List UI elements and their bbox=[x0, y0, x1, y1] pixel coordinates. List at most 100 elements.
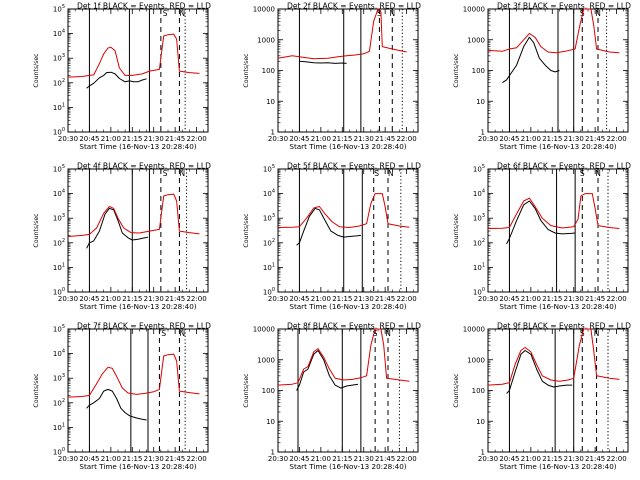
x-tick-label: 22:00 bbox=[396, 455, 416, 463]
lld-series-line bbox=[67, 193, 200, 237]
x-tick-label: 20:45 bbox=[79, 295, 99, 303]
events-series-line bbox=[86, 388, 147, 421]
x-tick-label: 22:00 bbox=[396, 135, 416, 143]
y-tick-label: 102 bbox=[473, 238, 485, 248]
saa-marker-label: N bbox=[595, 9, 601, 18]
y-axis-label: Counts/sec bbox=[33, 53, 40, 88]
x-tick-label: 20:30 bbox=[478, 455, 498, 463]
lld-series-line bbox=[67, 353, 200, 398]
x-axis-label: Start Time (16-Nov-13 20:28:40) bbox=[499, 302, 616, 311]
panel-title: Det 8f BLACK = Events, RED = LLD bbox=[287, 322, 421, 331]
x-tick-label: 21:30 bbox=[564, 455, 584, 463]
x-tick-label: 20:45 bbox=[499, 135, 519, 143]
x-tick-label: 21:00 bbox=[521, 135, 541, 143]
y-tick-label: 1 bbox=[271, 129, 275, 137]
lld-series-line bbox=[67, 33, 200, 78]
lld-series-line bbox=[487, 328, 620, 386]
plot-frame bbox=[67, 328, 209, 453]
x-tick-label: 21:15 bbox=[122, 455, 142, 463]
y-tick-label: 10 bbox=[266, 98, 275, 106]
x-tick-label: 21:15 bbox=[122, 135, 142, 143]
y-axis-label: Counts/sec bbox=[243, 373, 250, 408]
saa-marker-label: S bbox=[580, 169, 585, 178]
y-tick-label: 1000 bbox=[467, 36, 485, 44]
x-axis-label: Start Time (16-Nov-13 20:28:40) bbox=[79, 142, 196, 151]
y-axis-label: Counts/sec bbox=[243, 213, 250, 248]
panel-title: Det 1f BLACK = Events, RED = LLD bbox=[77, 2, 211, 11]
x-tick-label: 22:00 bbox=[606, 295, 626, 303]
x-tick-label: 22:00 bbox=[606, 455, 626, 463]
y-tick-label: 104 bbox=[53, 189, 65, 199]
y-tick-label: 100 bbox=[263, 287, 275, 297]
y-axis-label: Counts/sec bbox=[243, 53, 250, 88]
y-tick-label: 105 bbox=[53, 324, 65, 334]
x-tick-label: 21:45 bbox=[585, 455, 605, 463]
panel-7: Det 7f BLACK = Events, RED = LLD Counts/s… bbox=[33, 322, 211, 472]
x-tick-label: 21:00 bbox=[101, 455, 121, 463]
panel-title: Det 4f BLACK = Events, RED = LLD bbox=[77, 162, 211, 171]
y-tick-label: 103 bbox=[53, 373, 65, 383]
lld-series-line bbox=[277, 193, 410, 228]
plot-frame bbox=[487, 168, 629, 293]
y-tick-label: 105 bbox=[263, 164, 275, 174]
x-axis-label: Start Time (16-Nov-13 20:28:40) bbox=[289, 142, 406, 151]
y-tick-label: 1 bbox=[481, 449, 485, 457]
panel-title: Det 5f BLACK = Events, RED = LLD bbox=[287, 162, 421, 171]
y-tick-label: 105 bbox=[53, 164, 65, 174]
panel-4: Det 4f BLACK = Events, RED = LLD Counts/s… bbox=[33, 162, 211, 312]
y-tick-label: 100 bbox=[472, 67, 485, 75]
x-tick-label: 20:45 bbox=[289, 135, 309, 143]
y-tick-label: 10000 bbox=[253, 6, 275, 14]
events-series-line bbox=[299, 60, 347, 64]
y-tick-label: 101 bbox=[473, 262, 485, 272]
y-tick-label: 10000 bbox=[253, 326, 275, 334]
y-tick-label: 100 bbox=[473, 287, 485, 297]
y-tick-label: 1 bbox=[481, 129, 485, 137]
y-tick-label: 10000 bbox=[463, 6, 485, 14]
saa-marker-label: S bbox=[163, 169, 168, 178]
panel-title: Det 9f BLACK = Events, RED = LLD bbox=[497, 322, 631, 331]
y-tick-label: 102 bbox=[53, 238, 65, 248]
y-tick-label: 100 bbox=[262, 67, 275, 75]
panel-title: Det 3f BLACK = Events, RED = LLD bbox=[497, 2, 631, 11]
x-tick-label: 20:30 bbox=[58, 135, 78, 143]
panel-5: Det 5f BLACK = Events, RED = LLD Counts/s… bbox=[243, 162, 421, 312]
y-axis-label: Counts/sec bbox=[33, 213, 40, 248]
x-tick-label: 21:30 bbox=[354, 295, 374, 303]
x-tick-label: 20:30 bbox=[268, 455, 288, 463]
y-tick-label: 102 bbox=[53, 398, 65, 408]
y-tick-label: 105 bbox=[473, 164, 485, 174]
panel-9: Det 9f BLACK = Events, RED = LLD Counts/s… bbox=[453, 322, 631, 472]
panel-6: Det 6f BLACK = Events, RED = LLD Counts/s… bbox=[453, 162, 631, 312]
saa-marker-label: N bbox=[594, 329, 600, 338]
x-tick-label: 20:45 bbox=[79, 135, 99, 143]
plot-frame bbox=[67, 168, 209, 293]
y-tick-label: 1000 bbox=[257, 36, 275, 44]
x-tick-label: 20:30 bbox=[268, 135, 288, 143]
y-tick-label: 105 bbox=[53, 4, 65, 14]
saa-marker-label: S bbox=[373, 329, 378, 338]
plot-frame bbox=[277, 328, 419, 453]
x-tick-label: 20:45 bbox=[499, 295, 519, 303]
saa-marker-label: S bbox=[374, 169, 379, 178]
x-tick-label: 21:45 bbox=[585, 135, 605, 143]
y-tick-label: 100 bbox=[53, 447, 65, 457]
panel-1: Det 1f BLACK = Events, RED = LLD Counts/s… bbox=[33, 2, 211, 152]
y-tick-label: 104 bbox=[263, 189, 275, 199]
saa-marker-label: S bbox=[163, 9, 168, 18]
x-axis-label: Start Time (16-Nov-13 20:28:40) bbox=[499, 462, 616, 471]
x-tick-label: 20:30 bbox=[58, 295, 78, 303]
x-tick-label: 21:00 bbox=[521, 295, 541, 303]
x-tick-label: 21:00 bbox=[521, 455, 541, 463]
y-axis-label: Counts/sec bbox=[453, 213, 460, 248]
x-tick-label: 20:30 bbox=[478, 295, 498, 303]
x-tick-label: 21:30 bbox=[354, 455, 374, 463]
x-tick-label: 22:00 bbox=[186, 295, 206, 303]
y-tick-label: 100 bbox=[262, 387, 275, 395]
x-tick-label: 21:45 bbox=[375, 135, 395, 143]
x-tick-label: 22:00 bbox=[186, 455, 206, 463]
events-series-line bbox=[296, 207, 361, 246]
x-tick-label: 20:45 bbox=[289, 295, 309, 303]
y-tick-label: 1 bbox=[271, 449, 275, 457]
